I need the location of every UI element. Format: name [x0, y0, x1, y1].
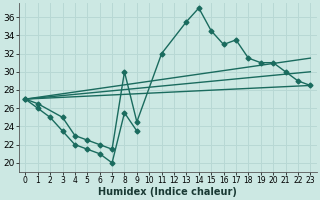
X-axis label: Humidex (Indice chaleur): Humidex (Indice chaleur)	[98, 187, 237, 197]
